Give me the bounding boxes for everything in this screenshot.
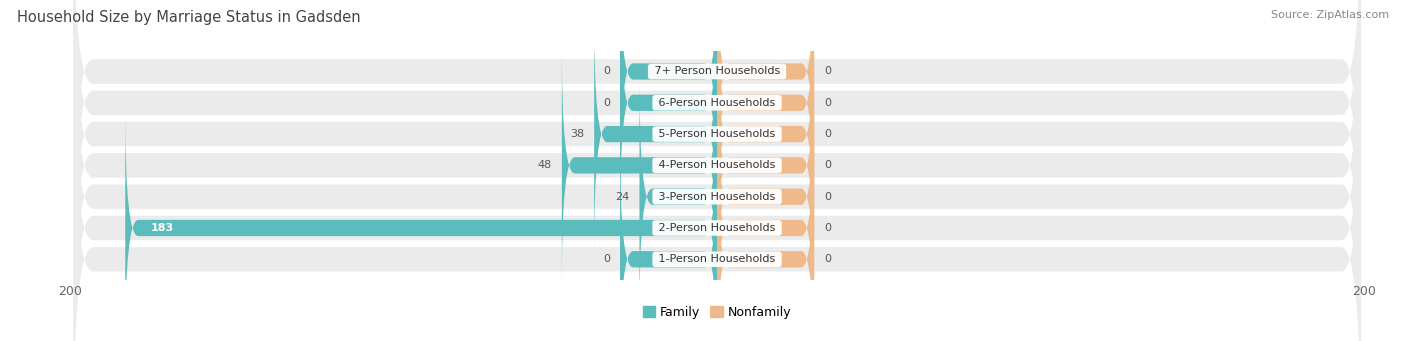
Text: 0: 0 bbox=[824, 160, 831, 170]
FancyBboxPatch shape bbox=[640, 80, 717, 314]
FancyBboxPatch shape bbox=[595, 17, 717, 251]
Text: 2-Person Households: 2-Person Households bbox=[655, 223, 779, 233]
FancyBboxPatch shape bbox=[717, 17, 814, 251]
FancyBboxPatch shape bbox=[620, 0, 717, 220]
Text: 0: 0 bbox=[824, 254, 831, 264]
FancyBboxPatch shape bbox=[73, 0, 1361, 247]
Text: 24: 24 bbox=[616, 192, 630, 202]
Text: 0: 0 bbox=[824, 66, 831, 76]
Text: 0: 0 bbox=[824, 129, 831, 139]
FancyBboxPatch shape bbox=[620, 0, 717, 189]
Text: 6-Person Households: 6-Person Households bbox=[655, 98, 779, 108]
Legend: Family, Nonfamily: Family, Nonfamily bbox=[638, 301, 796, 324]
Text: 38: 38 bbox=[571, 129, 585, 139]
Text: 5-Person Households: 5-Person Households bbox=[655, 129, 779, 139]
FancyBboxPatch shape bbox=[717, 111, 814, 341]
FancyBboxPatch shape bbox=[717, 0, 814, 189]
Text: 0: 0 bbox=[824, 98, 831, 108]
FancyBboxPatch shape bbox=[73, 0, 1361, 310]
Text: 0: 0 bbox=[603, 254, 610, 264]
FancyBboxPatch shape bbox=[562, 48, 717, 282]
Text: Household Size by Marriage Status in Gadsden: Household Size by Marriage Status in Gad… bbox=[17, 10, 360, 25]
Text: 7+ Person Households: 7+ Person Households bbox=[651, 66, 783, 76]
Text: 183: 183 bbox=[152, 223, 174, 233]
FancyBboxPatch shape bbox=[717, 142, 814, 341]
FancyBboxPatch shape bbox=[717, 80, 814, 314]
Text: 4-Person Households: 4-Person Households bbox=[655, 160, 779, 170]
FancyBboxPatch shape bbox=[717, 0, 814, 220]
Text: 0: 0 bbox=[824, 192, 831, 202]
FancyBboxPatch shape bbox=[73, 84, 1361, 341]
Text: 48: 48 bbox=[538, 160, 553, 170]
Text: 3-Person Households: 3-Person Households bbox=[655, 192, 779, 202]
FancyBboxPatch shape bbox=[125, 111, 717, 341]
FancyBboxPatch shape bbox=[73, 0, 1361, 278]
Text: 0: 0 bbox=[603, 66, 610, 76]
Text: 1-Person Households: 1-Person Households bbox=[655, 254, 779, 264]
FancyBboxPatch shape bbox=[717, 48, 814, 282]
FancyBboxPatch shape bbox=[73, 53, 1361, 341]
Text: 0: 0 bbox=[603, 98, 610, 108]
FancyBboxPatch shape bbox=[620, 142, 717, 341]
Text: Source: ZipAtlas.com: Source: ZipAtlas.com bbox=[1271, 10, 1389, 20]
Text: 0: 0 bbox=[824, 223, 831, 233]
FancyBboxPatch shape bbox=[73, 21, 1361, 341]
FancyBboxPatch shape bbox=[73, 0, 1361, 341]
